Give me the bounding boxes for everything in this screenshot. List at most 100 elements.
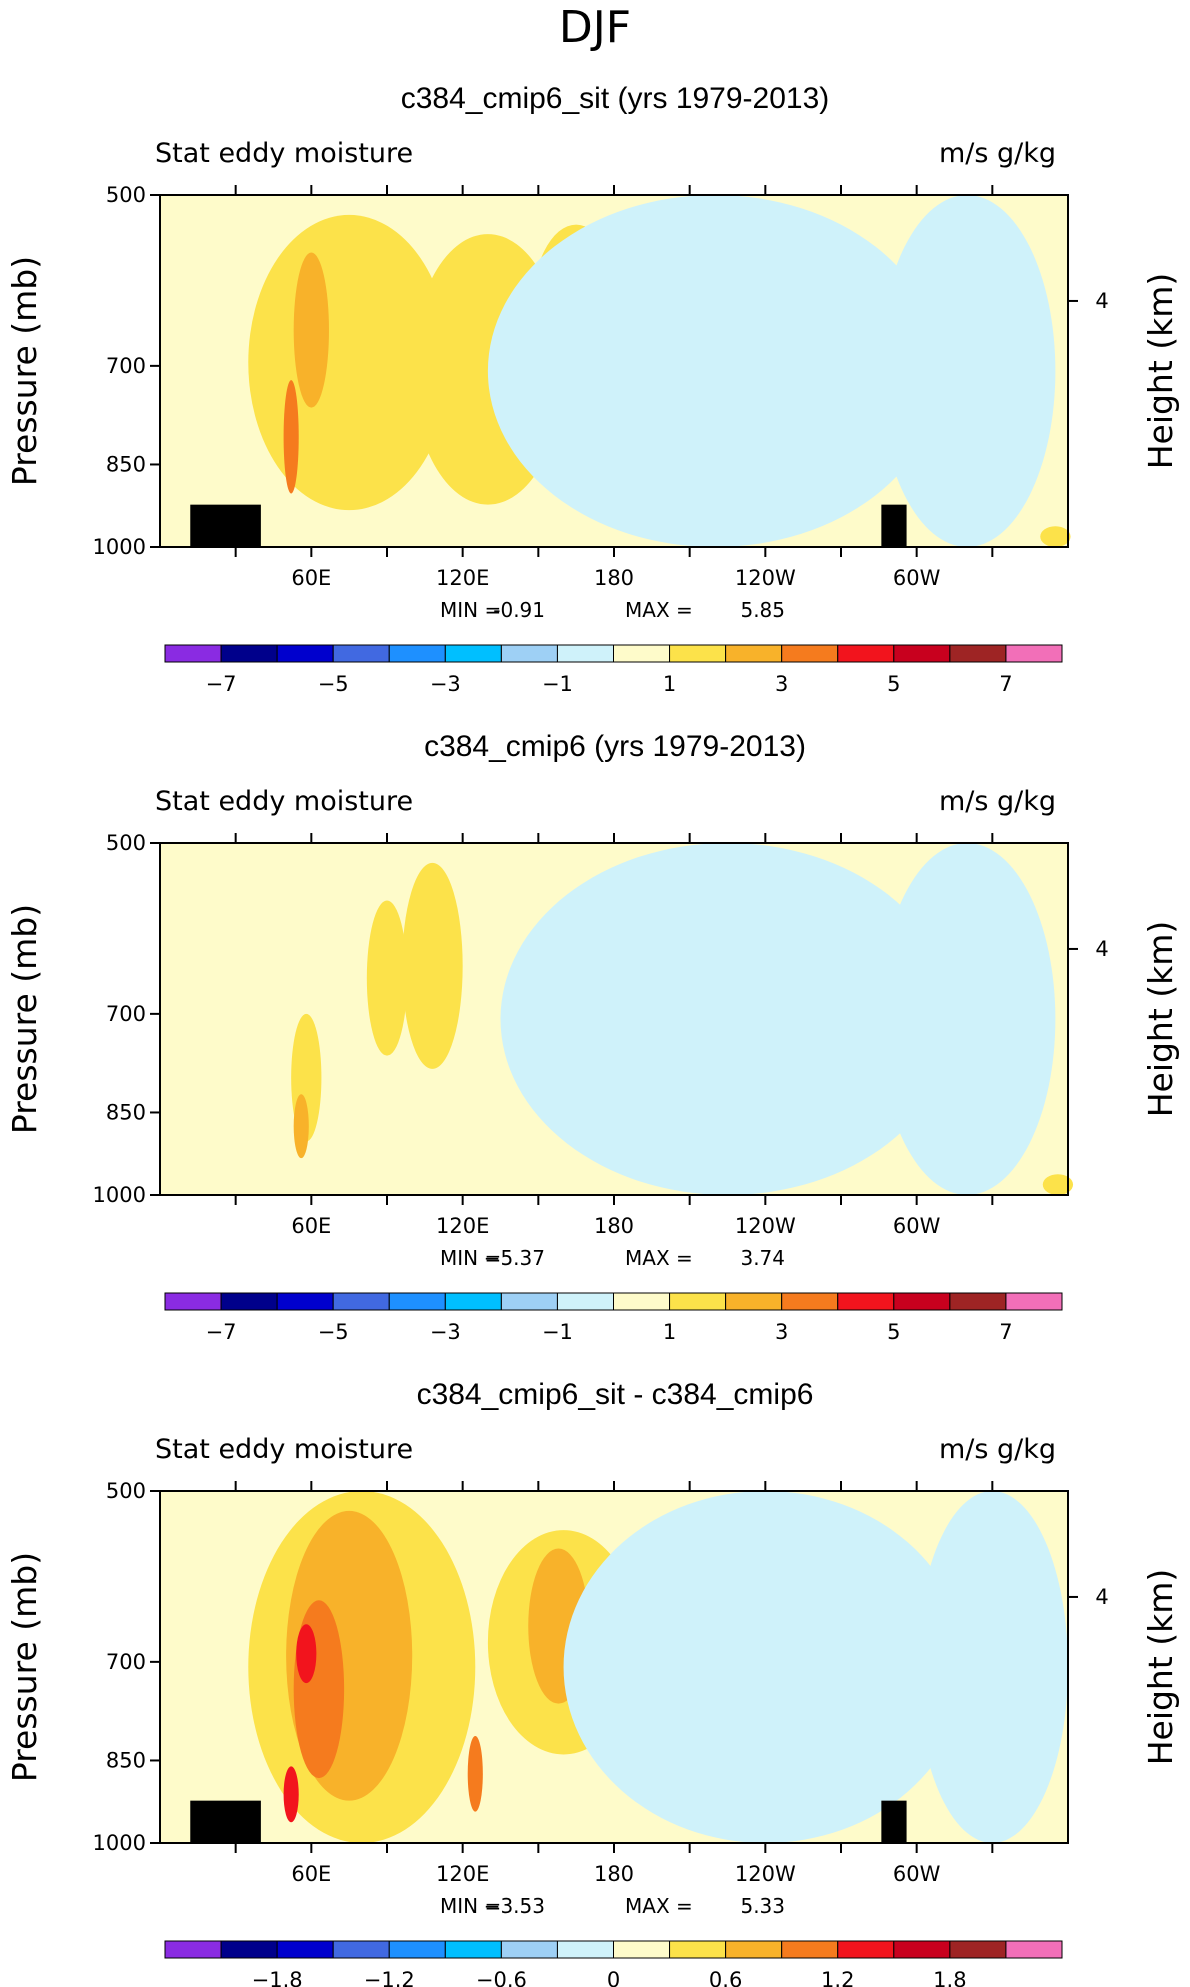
colorbar-swatch <box>164 1940 222 1959</box>
colorbar-tick-label: 7 <box>999 1320 1012 1344</box>
x-tick-label: 60E <box>291 1214 331 1238</box>
x-tick-label: 180 <box>594 1862 634 1886</box>
colorbar-swatch <box>837 644 895 663</box>
colorbar-tick-label: −1.8 <box>252 1968 303 1987</box>
contour-region <box>366 900 408 1056</box>
figure-title: DJF <box>559 2 631 53</box>
units-label: m/s g/kg <box>939 786 1056 817</box>
colorbar-swatch <box>388 644 446 663</box>
colorbar-tick-label: 0 <box>607 1968 620 1987</box>
colorbar-tick-label: −1 <box>542 1320 573 1344</box>
colorbar-tick-label: −1.2 <box>364 1968 415 1987</box>
colorbar-swatch <box>276 644 334 663</box>
y-tick-label: 700 <box>106 354 146 378</box>
colorbar-swatch <box>332 1940 390 1959</box>
colorbar-swatch <box>556 1940 614 1959</box>
colorbar-tick-label: 0.6 <box>709 1968 742 1987</box>
y-tick-right-label: 4 <box>1095 289 1108 313</box>
panel-title: c384_cmip6_sit - c384_cmip6 <box>417 1378 814 1411</box>
panel-title: c384_cmip6_sit (yrs 1979-2013) <box>401 82 830 115</box>
contour-region <box>293 1600 345 1779</box>
max-label: MAX = <box>625 1246 693 1270</box>
colorbar-tick-label: 1.8 <box>933 1968 966 1987</box>
x-tick-label: 60W <box>893 566 941 590</box>
y-tick-label: 700 <box>106 1002 146 1026</box>
max-label: MAX = <box>625 598 693 622</box>
x-tick-label: 120W <box>735 1862 796 1886</box>
contour-region <box>487 195 942 547</box>
min-label: MIN = <box>440 598 501 622</box>
y-axis-label-right: Height (km) <box>1141 1569 1180 1766</box>
colorbar-swatch <box>613 1940 671 1959</box>
x-tick-label: 60E <box>291 1862 331 1886</box>
colorbar-tick-label: 5 <box>887 672 900 696</box>
colorbar-tick-label: −5 <box>318 672 349 696</box>
colorbar-swatch <box>500 1940 558 1959</box>
y-tick-label: 700 <box>106 1650 146 1674</box>
y-tick-label: 1000 <box>93 1831 146 1855</box>
colorbar-swatch <box>1005 1940 1063 1959</box>
contour-region <box>293 252 329 408</box>
y-axis-label-right: Height (km) <box>1141 273 1180 470</box>
colorbar-swatch <box>613 644 671 663</box>
topography-mask <box>190 1800 261 1843</box>
max-value: 5.33 <box>740 1894 785 1918</box>
topography-mask <box>881 504 907 547</box>
colorbar-swatch <box>613 1292 671 1311</box>
topography-mask <box>190 504 261 547</box>
colorbar-tick-label: 1 <box>663 1320 676 1344</box>
x-tick-label: 120E <box>436 1862 489 1886</box>
colorbar-swatch <box>1005 1292 1063 1311</box>
colorbar-swatch <box>332 644 390 663</box>
colorbar-swatch <box>893 644 951 663</box>
colorbar-swatch <box>669 1292 727 1311</box>
colorbar-swatch <box>276 1940 334 1959</box>
colorbar-swatch <box>669 1940 727 1959</box>
x-tick-label: 120E <box>436 1214 489 1238</box>
max-label: MAX = <box>625 1894 693 1918</box>
contour-region <box>296 1624 317 1684</box>
x-tick-label: 120W <box>735 566 796 590</box>
field-label: Stat eddy moisture <box>155 786 413 817</box>
x-tick-label: 180 <box>594 566 634 590</box>
colorbar-swatch <box>893 1292 951 1311</box>
panel-title: c384_cmip6 (yrs 1979-2013) <box>424 730 806 763</box>
y-tick-label: 850 <box>106 452 146 476</box>
colorbar-tick-label: −0.6 <box>476 1968 527 1987</box>
colorbar-tick-label: 1.2 <box>821 1968 854 1987</box>
contour-region <box>563 1491 968 1843</box>
panel-1: c384_cmip6_sit (yrs 1979-2013) Stat eddy … <box>5 82 1180 696</box>
contour-fill <box>291 843 1074 1196</box>
y-tick-right-label: 4 <box>1095 1585 1108 1609</box>
y-axis-label: Pressure (mb) <box>5 1552 44 1782</box>
colorbar-swatch <box>781 1940 839 1959</box>
colorbar: −1.8 −1.2 −0.6 0 0.6 1.2 1.8 <box>164 1940 1063 1987</box>
y-axis-label: Pressure (mb) <box>5 904 44 1134</box>
colorbar-tick-label: 1 <box>663 672 676 696</box>
min-label: MIN = <box>440 1246 501 1270</box>
colorbar-tick-label: 3 <box>775 672 788 696</box>
colorbar-swatch <box>893 1940 951 1959</box>
y-tick-label: 500 <box>106 183 146 207</box>
contour-fill <box>248 195 1071 547</box>
contour-region <box>916 1491 1068 1843</box>
units-label: m/s g/kg <box>939 1434 1056 1465</box>
min-value: −5.37 <box>484 1246 545 1270</box>
colorbar-tick-label: 7 <box>999 672 1012 696</box>
contour-region <box>878 843 1056 1195</box>
colorbar-swatch <box>949 1940 1007 1959</box>
contour-region <box>283 380 299 494</box>
colorbar-swatch <box>500 644 558 663</box>
colorbar-swatch <box>388 1292 446 1311</box>
max-value: 5.85 <box>740 598 785 622</box>
y-tick-label: 500 <box>106 1479 146 1503</box>
colorbar-swatch <box>725 1940 783 1959</box>
colorbar-swatch <box>781 1292 839 1311</box>
colorbar: −7 −5 −3 −1 1 3 5 7 <box>164 644 1063 696</box>
colorbar-swatch <box>220 1940 278 1959</box>
colorbar: −7 −5 −3 −1 1 3 5 7 <box>164 1292 1063 1344</box>
x-tick-label: 120E <box>436 566 489 590</box>
colorbar-swatch <box>949 644 1007 663</box>
topography-mask <box>881 1800 907 1843</box>
